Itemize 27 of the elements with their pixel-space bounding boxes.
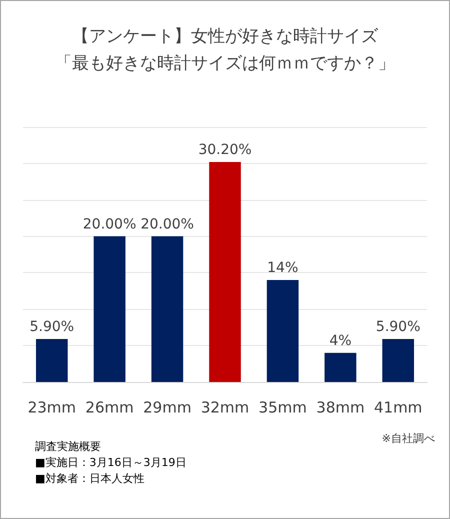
x-tick-label: 35mm bbox=[258, 398, 307, 416]
text: ■対象者：日本人女性 bbox=[35, 472, 144, 485]
bar bbox=[266, 280, 299, 382]
bar bbox=[382, 339, 414, 382]
x-tick-label: 41mm bbox=[374, 398, 422, 416]
bar bbox=[324, 352, 356, 382]
bar bbox=[151, 236, 184, 382]
data-label: 30.20% bbox=[198, 142, 252, 158]
x-tick-label: 26mm bbox=[85, 398, 134, 416]
data-label: 20.00% bbox=[82, 216, 136, 232]
data-label: 5.90% bbox=[376, 319, 420, 336]
data-label: 5.90% bbox=[30, 319, 74, 336]
bar bbox=[209, 162, 241, 382]
text: ■実施日：3月16日～3月19日 bbox=[35, 456, 186, 469]
data-label: 4% bbox=[329, 332, 352, 349]
data-label: 14% bbox=[267, 260, 298, 276]
text: 調査実施概要 bbox=[35, 440, 101, 453]
bar bbox=[94, 236, 126, 382]
x-tick-label: 32mm bbox=[200, 398, 250, 416]
chart-title: 【アンケート】女性が好きな時計サイズ bbox=[72, 26, 379, 46]
bar bbox=[36, 339, 68, 382]
data-label: 20.00% bbox=[140, 216, 194, 232]
x-tick-label: 23mm bbox=[28, 398, 76, 416]
x-tick-label: 29mm bbox=[143, 398, 192, 416]
chart-subtitle: 「最も好きな時計サイズは何ｍｍですか？」 bbox=[55, 54, 395, 74]
x-tick-label: 38mm bbox=[316, 398, 365, 416]
text: ※自社調べ bbox=[382, 432, 435, 445]
